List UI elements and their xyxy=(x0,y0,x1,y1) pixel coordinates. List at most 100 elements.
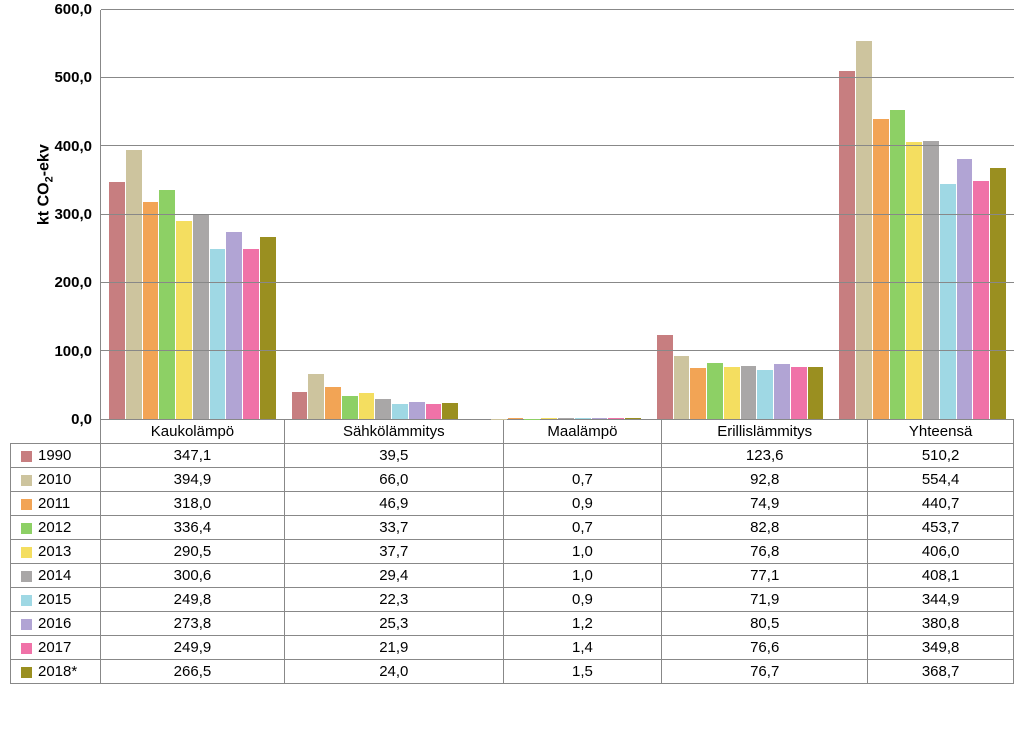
data-cell: 76,8 xyxy=(662,540,868,564)
legend-label: 2017 xyxy=(38,639,71,656)
legend-swatch xyxy=(21,475,32,486)
data-cell: 74,9 xyxy=(662,492,868,516)
data-table-body: 1990347,139,5123,6510,22010394,966,00,79… xyxy=(11,444,1014,684)
bar-group xyxy=(466,10,649,419)
data-cell: 24,0 xyxy=(284,660,503,684)
legend-cell: 2018* xyxy=(11,660,101,684)
bar xyxy=(243,249,259,419)
bar xyxy=(193,214,209,419)
data-cell: 0,9 xyxy=(503,588,661,612)
bar xyxy=(707,363,723,419)
legend-swatch xyxy=(21,667,32,678)
bar xyxy=(159,190,175,419)
data-cell: 440,7 xyxy=(868,492,1014,516)
data-table: KaukolämpöSähkölämmitysMaalämpöErillislä… xyxy=(10,420,1014,684)
data-cell: 394,9 xyxy=(101,468,285,492)
legend-swatch xyxy=(21,571,32,582)
data-cell: 77,1 xyxy=(662,564,868,588)
legend-cell: 2012 xyxy=(11,516,101,540)
bar xyxy=(359,393,375,419)
bar xyxy=(426,404,442,419)
bar xyxy=(873,119,889,419)
bar xyxy=(690,368,706,419)
bar-group xyxy=(101,10,284,419)
bar xyxy=(890,110,906,419)
bar xyxy=(508,418,524,419)
data-cell: 0,9 xyxy=(503,492,661,516)
legend-cell: 2016 xyxy=(11,612,101,636)
gridline xyxy=(101,214,1014,215)
table-row: 1990347,139,5123,6510,2 xyxy=(11,444,1014,468)
bar xyxy=(109,182,125,419)
legend-label: 2016 xyxy=(38,615,71,632)
data-cell: 290,5 xyxy=(101,540,285,564)
legend-cell: 1990 xyxy=(11,444,101,468)
legend-swatch xyxy=(21,547,32,558)
data-cell: 92,8 xyxy=(662,468,868,492)
table-row: 2017249,921,91,476,6349,8 xyxy=(11,636,1014,660)
data-cell: 453,7 xyxy=(868,516,1014,540)
bar xyxy=(774,364,790,419)
data-cell: 21,9 xyxy=(284,636,503,660)
legend-cell: 2015 xyxy=(11,588,101,612)
gridline xyxy=(101,145,1014,146)
data-cell: 39,5 xyxy=(284,444,503,468)
bar xyxy=(657,335,673,419)
bar xyxy=(442,403,458,419)
bar xyxy=(625,418,641,419)
data-cell xyxy=(503,444,661,468)
bar xyxy=(957,159,973,419)
data-cell: 37,7 xyxy=(284,540,503,564)
data-cell: 300,6 xyxy=(101,564,285,588)
category-header-row: KaukolämpöSähkölämmitysMaalämpöErillislä… xyxy=(11,420,1014,444)
legend-swatch xyxy=(21,595,32,606)
bar-group xyxy=(831,10,1014,419)
table-row: 2016273,825,31,280,5380,8 xyxy=(11,612,1014,636)
bar xyxy=(856,41,872,419)
bar xyxy=(176,221,192,419)
legend-label: 2014 xyxy=(38,567,71,584)
chart-with-table: kt CO2-ekv 600,0500,0400,0300,0200,0100,… xyxy=(10,10,1014,684)
legend-cell: 2017 xyxy=(11,636,101,660)
data-cell: 336,4 xyxy=(101,516,285,540)
bar xyxy=(292,392,308,419)
data-cell: 25,3 xyxy=(284,612,503,636)
bar xyxy=(608,418,624,419)
data-cell: 29,4 xyxy=(284,564,503,588)
data-cell: 76,6 xyxy=(662,636,868,660)
legend-label: 1990 xyxy=(38,447,71,464)
plot xyxy=(100,10,1014,420)
data-cell: 1,4 xyxy=(503,636,661,660)
data-cell: 80,5 xyxy=(662,612,868,636)
bar xyxy=(674,356,690,419)
bar xyxy=(906,142,922,419)
data-cell: 266,5 xyxy=(101,660,285,684)
bar xyxy=(592,418,608,419)
bar xyxy=(342,396,358,419)
bar xyxy=(741,366,757,419)
bar xyxy=(757,370,773,419)
data-cell: 273,8 xyxy=(101,612,285,636)
data-cell: 347,1 xyxy=(101,444,285,468)
legend-swatch xyxy=(21,499,32,510)
data-cell: 82,8 xyxy=(662,516,868,540)
table-row: 2015249,822,30,971,9344,9 xyxy=(11,588,1014,612)
data-cell: 406,0 xyxy=(868,540,1014,564)
bar xyxy=(990,168,1006,419)
data-cell: 1,5 xyxy=(503,660,661,684)
legend-swatch xyxy=(21,643,32,654)
y-axis: kt CO2-ekv 600,0500,0400,0300,0200,0100,… xyxy=(10,10,100,420)
legend-label: 2018* xyxy=(38,663,77,680)
data-cell: 368,7 xyxy=(868,660,1014,684)
gridline xyxy=(101,350,1014,351)
legend-label: 2013 xyxy=(38,543,71,560)
legend-cell: 2013 xyxy=(11,540,101,564)
bar xyxy=(839,71,855,419)
bar-group xyxy=(284,10,467,419)
bar xyxy=(260,237,276,419)
legend-label: 2011 xyxy=(38,495,70,512)
bar xyxy=(575,418,591,419)
table-row: 2014300,629,41,077,1408,1 xyxy=(11,564,1014,588)
data-cell: 1,0 xyxy=(503,564,661,588)
data-cell: 46,9 xyxy=(284,492,503,516)
